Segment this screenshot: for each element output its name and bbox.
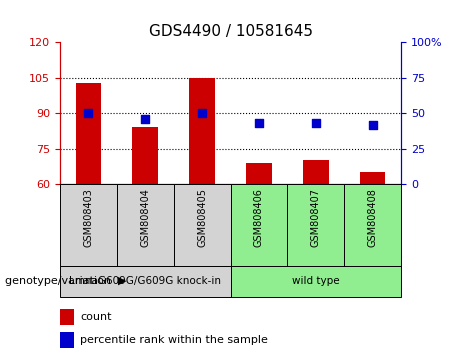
Text: GSM808406: GSM808406 bbox=[254, 188, 264, 247]
Point bbox=[312, 120, 319, 126]
Text: GSM808407: GSM808407 bbox=[311, 188, 321, 247]
Text: wild type: wild type bbox=[292, 276, 340, 286]
Bar bbox=[60, 309, 74, 325]
Bar bbox=[360, 172, 385, 184]
Bar bbox=[287, 184, 344, 266]
Bar bbox=[303, 160, 329, 184]
Text: GSM808404: GSM808404 bbox=[140, 188, 150, 247]
Bar bbox=[76, 82, 101, 184]
Bar bbox=[60, 266, 230, 297]
Title: GDS4490 / 10581645: GDS4490 / 10581645 bbox=[148, 23, 313, 39]
Bar bbox=[60, 184, 117, 266]
Text: GSM808408: GSM808408 bbox=[367, 188, 378, 247]
Bar bbox=[230, 266, 401, 297]
Bar bbox=[246, 163, 272, 184]
Bar bbox=[189, 78, 215, 184]
Text: percentile rank within the sample: percentile rank within the sample bbox=[80, 335, 268, 346]
Point bbox=[369, 122, 376, 127]
Text: count: count bbox=[80, 312, 112, 322]
Bar bbox=[174, 184, 230, 266]
Point bbox=[85, 110, 92, 116]
Bar bbox=[344, 184, 401, 266]
Text: genotype/variation  ▶: genotype/variation ▶ bbox=[5, 276, 126, 286]
Bar bbox=[117, 184, 174, 266]
Point bbox=[198, 110, 206, 116]
Bar bbox=[132, 127, 158, 184]
Text: GSM808405: GSM808405 bbox=[197, 188, 207, 247]
Point bbox=[142, 116, 149, 122]
Text: LmnaG609G/G609G knock-in: LmnaG609G/G609G knock-in bbox=[69, 276, 221, 286]
Bar bbox=[60, 332, 74, 348]
Bar bbox=[230, 184, 287, 266]
Text: GSM808403: GSM808403 bbox=[83, 188, 94, 247]
Point bbox=[255, 120, 263, 126]
